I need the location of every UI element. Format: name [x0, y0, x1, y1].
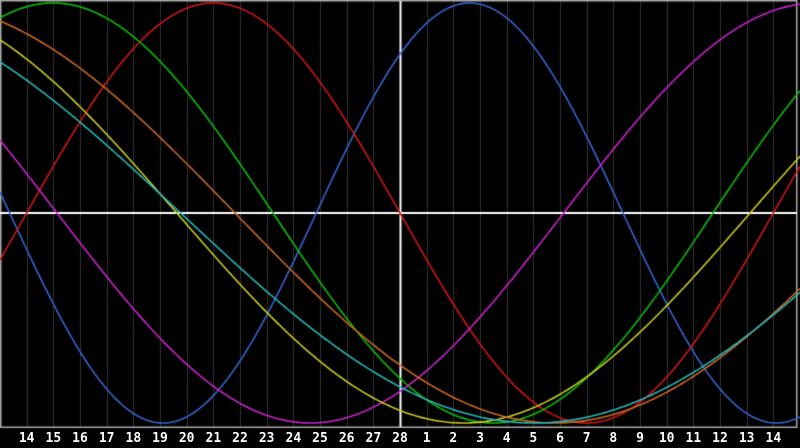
x-axis-label: 17 [98, 431, 115, 446]
x-axis-label: 10 [658, 431, 675, 446]
x-axis-label: 2 [449, 431, 458, 446]
x-axis-label: 3 [476, 431, 484, 446]
x-axis-label: 25 [312, 431, 328, 446]
date-axis: 14 15 16 17 18 19 20 21 22 23 24 25 26 27 28 1 2 3 4 5 6 7 8 9 1… [0, 429, 800, 448]
x-axis-label: 11 [685, 431, 702, 446]
x-axis-label: 19 [152, 431, 168, 446]
x-axis-label: 14 [18, 431, 35, 446]
x-axis-label: 12 [712, 431, 728, 446]
x-axis-label: 8 [609, 431, 618, 446]
x-axis-label: 7 [582, 431, 591, 446]
x-axis-label: 18 [125, 431, 142, 446]
x-axis-label: 16 [72, 431, 88, 446]
x-axis-label: 28 [392, 431, 408, 446]
x-axis-label: 21 [205, 431, 222, 446]
biorhythm-curves-canvas [0, 0, 800, 429]
x-axis-label: 4 [502, 431, 511, 446]
x-axis-label: 13 [738, 431, 755, 446]
x-axis-label: 1 [422, 431, 431, 446]
x-axis-label: 9 [636, 431, 644, 446]
x-axis-label: 24 [285, 431, 302, 446]
x-axis-label: 6 [556, 431, 564, 446]
x-axis-label: 26 [338, 431, 355, 446]
x-axis-label: 5 [529, 431, 538, 446]
x-axis-label: 20 [178, 431, 195, 446]
x-axis-label: 22 [232, 431, 248, 446]
x-axis-label: 14 [765, 431, 782, 446]
x-axis-label: 27 [365, 431, 382, 446]
x-axis-label: 15 [45, 431, 62, 446]
x-axis-label: 23 [258, 431, 275, 446]
